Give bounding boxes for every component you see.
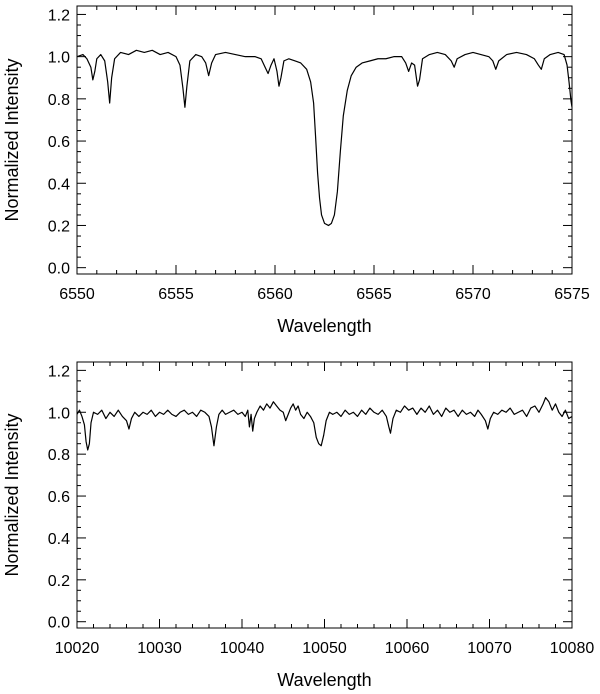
x-tick-label: 10040 — [220, 640, 265, 657]
plot-frame — [76, 361, 573, 629]
x-axis-label: Wavelength — [277, 670, 371, 690]
x-tick-label: 10070 — [467, 640, 512, 657]
y-axis-label: Normalized Intensity — [2, 413, 22, 576]
top-spectrum-panel: 6550 6555 6560 6565 6570 6575 0.0 0.2 0.4 0.6 0.8 1… — [2, 5, 590, 336]
y-tick-label: 0.8 — [48, 92, 70, 109]
x-tick-label: 10050 — [302, 640, 347, 657]
x-tick-label: 6550 — [59, 286, 95, 303]
bottom-spectrum-panel: 10020 10030 10040 10050 10060 10070 10080 0.0 0.… — [2, 361, 595, 690]
x-tick-label: 6565 — [356, 286, 392, 303]
x-tick-label: 10030 — [137, 640, 182, 657]
x-tick-label: 6555 — [158, 286, 194, 303]
y-tick-label: 0.0 — [48, 261, 70, 278]
y-tick-label: 1.0 — [48, 50, 70, 67]
y-tick-label: 0.2 — [48, 218, 70, 235]
x-tick-label: 6570 — [455, 286, 491, 303]
x-tick-label: 6575 — [554, 286, 590, 303]
spectrum-line — [76, 49, 573, 227]
y-tick-label: 0.0 — [48, 615, 70, 632]
y-tick-label: 0.4 — [48, 176, 70, 193]
spectrum-line — [76, 397, 573, 451]
y-tick-label: 1.2 — [48, 7, 70, 24]
x-tick-label: 10080 — [550, 640, 595, 657]
x-tick-label: 10060 — [385, 640, 430, 657]
y-tick-label: 1.0 — [48, 405, 70, 422]
x-axis-label: Wavelength — [277, 316, 371, 336]
x-tick-label: 10020 — [55, 640, 100, 657]
plot-frame — [76, 5, 573, 275]
y-tick-label: 0.4 — [48, 531, 70, 548]
y-tick-label: 1.2 — [48, 363, 70, 380]
y-tick-label: 0.2 — [48, 573, 70, 590]
y-tick-label: 0.8 — [48, 447, 70, 464]
y-tick-label: 0.6 — [48, 489, 70, 506]
y-tick-label: 0.6 — [48, 134, 70, 151]
y-axis-label: Normalized Intensity — [2, 58, 22, 221]
x-tick-label: 6560 — [257, 286, 293, 303]
